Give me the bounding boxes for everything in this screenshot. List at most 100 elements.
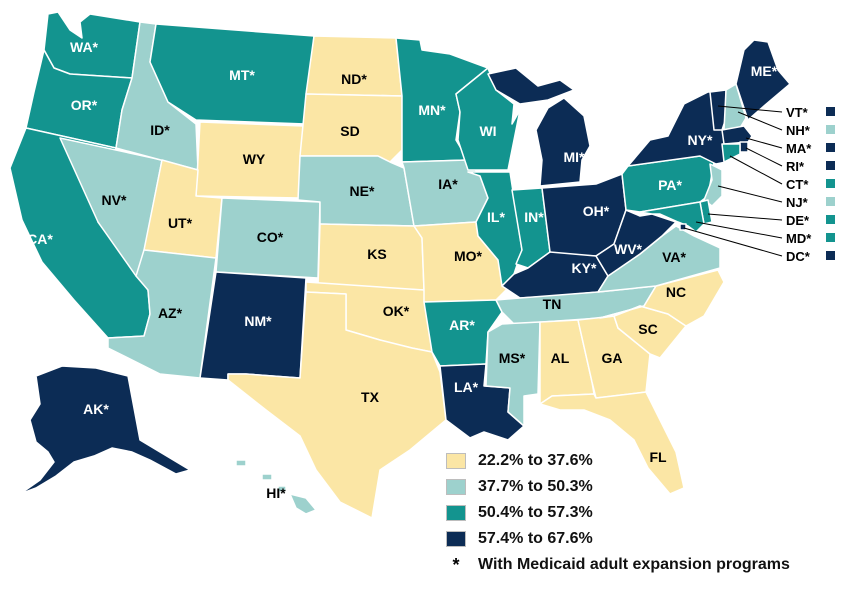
legend-note-text: With Medicaid adult expansion programs — [478, 556, 790, 573]
label-al: AL — [551, 350, 570, 366]
legend-row-2: 37.7% to 50.3% — [446, 474, 846, 500]
label-pa: PA* — [658, 177, 682, 193]
label-ga: GA — [602, 350, 623, 366]
label-ny: NY* — [688, 132, 713, 148]
label-ak: AK* — [83, 401, 109, 417]
state-ak — [19, 365, 191, 495]
legend-label-2: 37.7% to 50.3% — [478, 478, 593, 495]
label-sc: SC — [638, 321, 657, 337]
side-label-ri: RI* — [786, 159, 805, 174]
leader-nj — [717, 185, 783, 203]
legend-row-1: 22.2% to 37.6% — [446, 448, 846, 474]
side-label-de: DE* — [786, 213, 810, 228]
side-swatch-ri — [826, 161, 835, 170]
legend-label-1: 22.2% to 37.6% — [478, 452, 593, 469]
label-sd: SD — [340, 123, 359, 139]
state-me — [735, 39, 791, 121]
state-hi — [235, 459, 317, 515]
side-label-ct: CT* — [786, 177, 809, 192]
label-nc: NC — [666, 284, 686, 300]
legend: 22.2% to 37.6% 37.7% to 50.3% 50.4% to 5… — [446, 448, 846, 578]
label-nv: NV* — [102, 192, 127, 208]
side-swatch-ct — [826, 179, 835, 188]
side-swatch-vt — [826, 107, 835, 116]
state-fl — [539, 391, 685, 495]
side-label-dc: DC* — [786, 249, 811, 264]
leader-dc — [683, 227, 783, 257]
state-ri — [739, 141, 749, 153]
label-ia: IA* — [438, 176, 458, 192]
legend-label-3: 50.4% to 57.3% — [478, 504, 593, 521]
state-mi-up — [487, 67, 575, 105]
label-az: AZ* — [158, 305, 183, 321]
legend-row-3: 50.4% to 57.3% — [446, 500, 846, 526]
label-ks: KS — [367, 246, 386, 262]
label-mi: MI* — [564, 149, 586, 165]
legend-row-4: 57.4% to 67.6% — [446, 526, 846, 552]
label-wv: WV* — [614, 241, 643, 257]
side-swatch-md — [826, 233, 835, 242]
label-id: ID* — [150, 122, 170, 138]
leader-nh — [737, 111, 783, 131]
state-nj — [703, 163, 723, 207]
label-tx: TX — [361, 389, 380, 405]
label-il: IL* — [487, 209, 505, 225]
label-wy: WY — [243, 151, 266, 167]
leader-ma — [745, 137, 783, 149]
label-oh: OH* — [583, 203, 610, 219]
label-ok: OK* — [383, 303, 410, 319]
state-labels: WA* OR* CA* NV* ID* MT* WY UT* AZ* CO* N… — [27, 39, 778, 501]
label-wa: WA* — [70, 39, 99, 55]
state-wv — [595, 209, 677, 277]
state-ms — [485, 321, 541, 427]
label-mt: MT* — [229, 67, 255, 83]
state-md — [639, 201, 705, 233]
side-label-nh: NH* — [786, 123, 811, 138]
state-nh — [723, 83, 747, 131]
label-me: ME* — [751, 63, 778, 79]
label-in: IN* — [524, 209, 544, 225]
side-swatch-de — [826, 215, 835, 224]
legend-label-4: 57.4% to 67.6% — [478, 530, 593, 547]
label-ms: MS* — [499, 350, 526, 366]
label-ky: KY* — [572, 260, 597, 276]
leader-vt — [717, 105, 783, 113]
label-wi: WI — [479, 123, 496, 139]
label-ar: AR* — [449, 317, 475, 333]
label-co: CO* — [257, 229, 284, 245]
side-label-md: MD* — [786, 231, 812, 246]
side-label-vt: VT* — [786, 105, 809, 120]
state-nc — [599, 269, 725, 327]
label-tn: TN — [543, 296, 562, 312]
label-va: VA* — [662, 249, 686, 265]
side-label-nj: NJ* — [786, 195, 809, 210]
legend-swatch-2 — [446, 479, 466, 495]
label-nd: ND* — [341, 71, 367, 87]
label-ut: UT* — [168, 215, 193, 231]
legend-swatch-3 — [446, 505, 466, 521]
leader-de — [707, 213, 783, 221]
label-hi: HI* — [266, 485, 286, 501]
label-ne: NE* — [350, 183, 375, 199]
label-mn: MN* — [418, 102, 446, 118]
side-swatch-dc — [826, 251, 835, 260]
leader-ct — [729, 155, 783, 185]
label-mo: MO* — [454, 248, 483, 264]
asterisk-symbol: * — [452, 554, 460, 575]
side-swatch-nh — [826, 125, 835, 134]
legend-swatch-4 — [446, 531, 466, 547]
side-label-ma: MA* — [786, 141, 812, 156]
state-dc — [679, 223, 687, 231]
small-state-callouts: VT* NH* MA* RI* CT* NJ* DE* MD* DC* — [683, 105, 835, 264]
state-nd — [305, 35, 403, 97]
label-ca: CA* — [27, 231, 53, 247]
label-nm: NM* — [244, 313, 272, 329]
legend-note: * With Medicaid adult expansion programs — [446, 552, 846, 578]
label-or: OR* — [71, 97, 98, 113]
side-swatch-nj — [826, 197, 835, 206]
leader-md — [695, 221, 783, 239]
label-fl: FL — [649, 449, 667, 465]
legend-swatch-1 — [446, 453, 466, 469]
label-la: LA* — [454, 379, 479, 395]
